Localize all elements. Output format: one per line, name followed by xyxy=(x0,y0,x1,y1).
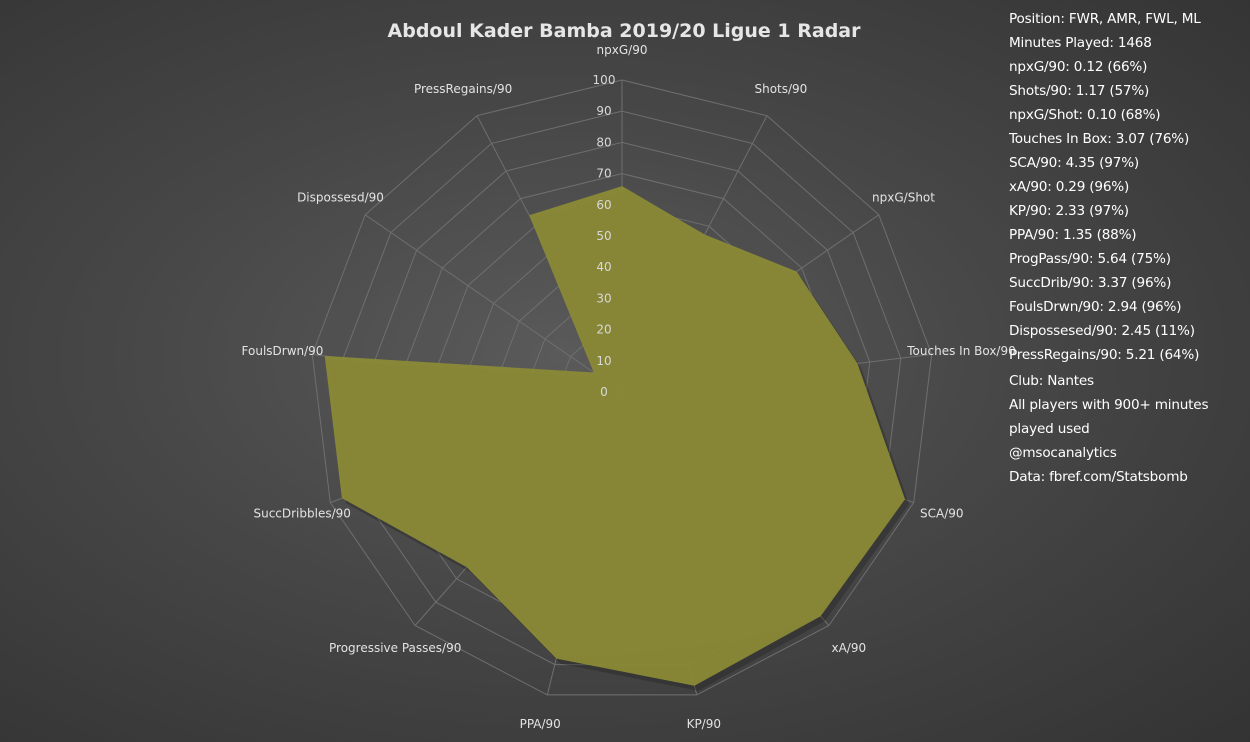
radial-tick-labels: 0 10 20 30 40 50 60 70 80 90 100 xyxy=(593,73,616,399)
category-label: Shots/90 xyxy=(754,82,807,96)
tick-label: 20 xyxy=(596,323,611,337)
info-panel: Position: FWR, AMR, FWL, ML Minutes Play… xyxy=(1009,7,1245,489)
tick-label: 0 xyxy=(600,385,608,399)
tick-label: 50 xyxy=(596,229,611,243)
info-line: xA/90: 0.29 (96%) xyxy=(1009,179,1130,195)
data-area xyxy=(324,186,905,686)
category-label: xA/90 xyxy=(831,641,866,655)
info-line: Minutes Played: 1468 xyxy=(1009,35,1152,51)
grid-ring xyxy=(311,79,933,696)
info-line: SCA/90: 4.35 (97%) xyxy=(1009,155,1140,171)
info-line: Dispossesed/90: 2.45 (11%) xyxy=(1009,323,1195,339)
category-label: SCA/90 xyxy=(920,506,964,520)
tick-label: 40 xyxy=(596,260,611,274)
category-labels: npxG/90 Shots/90 npxG/Shot Touches In Box/9… xyxy=(242,43,1016,731)
info-line: PPA/90: 1.35 (88%) xyxy=(1009,227,1137,243)
info-line: Position: FWR, AMR, FWL, ML xyxy=(1009,11,1201,27)
tick-label: 100 xyxy=(593,73,616,87)
info-line: FoulsDrwn/90: 2.94 (96%) xyxy=(1009,299,1182,315)
sample-note: All players with 900+ minutes played use… xyxy=(1009,397,1209,437)
radar-data xyxy=(324,186,909,691)
data-source: Data: fbref.com/Statsbomb xyxy=(1009,469,1188,485)
category-label: npxG/90 xyxy=(597,43,648,57)
category-label: Dispossesd/90 xyxy=(297,191,384,205)
tick-label: 80 xyxy=(596,135,611,149)
info-line: SuccDrib/90: 3.37 (96%) xyxy=(1009,275,1172,291)
tick-label: 10 xyxy=(596,354,611,368)
club-label: Club: Nantes xyxy=(1009,373,1094,389)
category-label: KP/90 xyxy=(687,717,721,731)
category-label: npxG/Shot xyxy=(872,191,935,205)
info-line: npxG/90: 0.12 (66%) xyxy=(1009,59,1148,75)
category-label: PPA/90 xyxy=(520,717,561,731)
info-line: Touches In Box: 3.07 (76%) xyxy=(1009,131,1190,147)
category-label: Progressive Passes/90 xyxy=(329,641,461,655)
info-line: PressRegains/90: 5.21 (64%) xyxy=(1009,347,1200,363)
grid-spoke xyxy=(364,214,623,393)
tick-label: 90 xyxy=(596,104,611,118)
tick-label: 70 xyxy=(596,167,611,181)
category-label: FoulsDrwn/90 xyxy=(242,344,324,358)
tick-label: 60 xyxy=(596,198,611,212)
chart-title: Abdoul Kader Bamba 2019/20 Ligue 1 Radar xyxy=(388,20,862,42)
tick-label: 30 xyxy=(596,291,611,305)
category-label: Touches In Box/90 xyxy=(906,344,1015,358)
category-label: PressRegains/90 xyxy=(414,82,512,96)
info-line: npxG/Shot: 0.10 (68%) xyxy=(1009,107,1161,123)
info-line: ProgPass/90: 5.64 (75%) xyxy=(1009,251,1171,267)
info-line: KP/90: 2.33 (97%) xyxy=(1009,203,1129,219)
category-label: SuccDribbles/90 xyxy=(253,506,350,520)
info-line: Shots/90: 1.17 (57%) xyxy=(1009,83,1150,99)
author-handle: @msocanalytics xyxy=(1009,445,1117,461)
